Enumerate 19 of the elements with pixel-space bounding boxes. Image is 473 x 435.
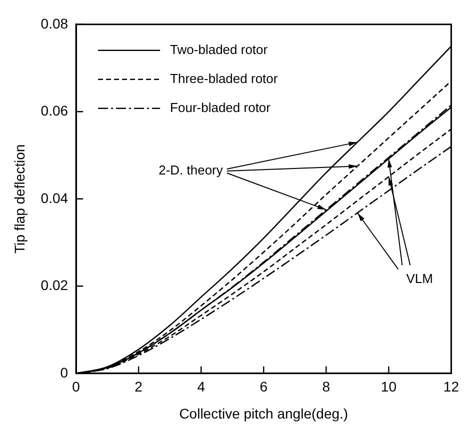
x-tick-label: 0 <box>72 378 80 395</box>
x-tick-label: 8 <box>322 378 330 395</box>
y-axis-title: Tip flap deflection <box>11 144 28 254</box>
legend-label: Three-bladed rotor <box>170 70 278 86</box>
x-tick-label: 2 <box>134 378 143 395</box>
y-tick-label: 0.04 <box>40 190 68 206</box>
legend-label: Four-bladed rotor <box>170 100 272 115</box>
legend-label: Two-bladed rotor <box>170 42 268 57</box>
y-tick-label: 0.02 <box>40 277 68 294</box>
x-axis-title: Collective pitch angle(deg.) <box>179 405 348 422</box>
x-tick-label: 12 <box>443 378 460 395</box>
annotation: VLM <box>406 270 433 286</box>
x-tick-label: 10 <box>380 378 397 395</box>
x-tick-label: 6 <box>260 378 268 395</box>
y-tick-label: 0.08 <box>40 15 68 32</box>
y-tick-label: 0.06 <box>40 102 68 119</box>
x-tick-label: 4 <box>197 378 206 395</box>
annotation: 2-D. theory <box>158 162 224 178</box>
y-tick-label: 0 <box>60 364 68 380</box>
